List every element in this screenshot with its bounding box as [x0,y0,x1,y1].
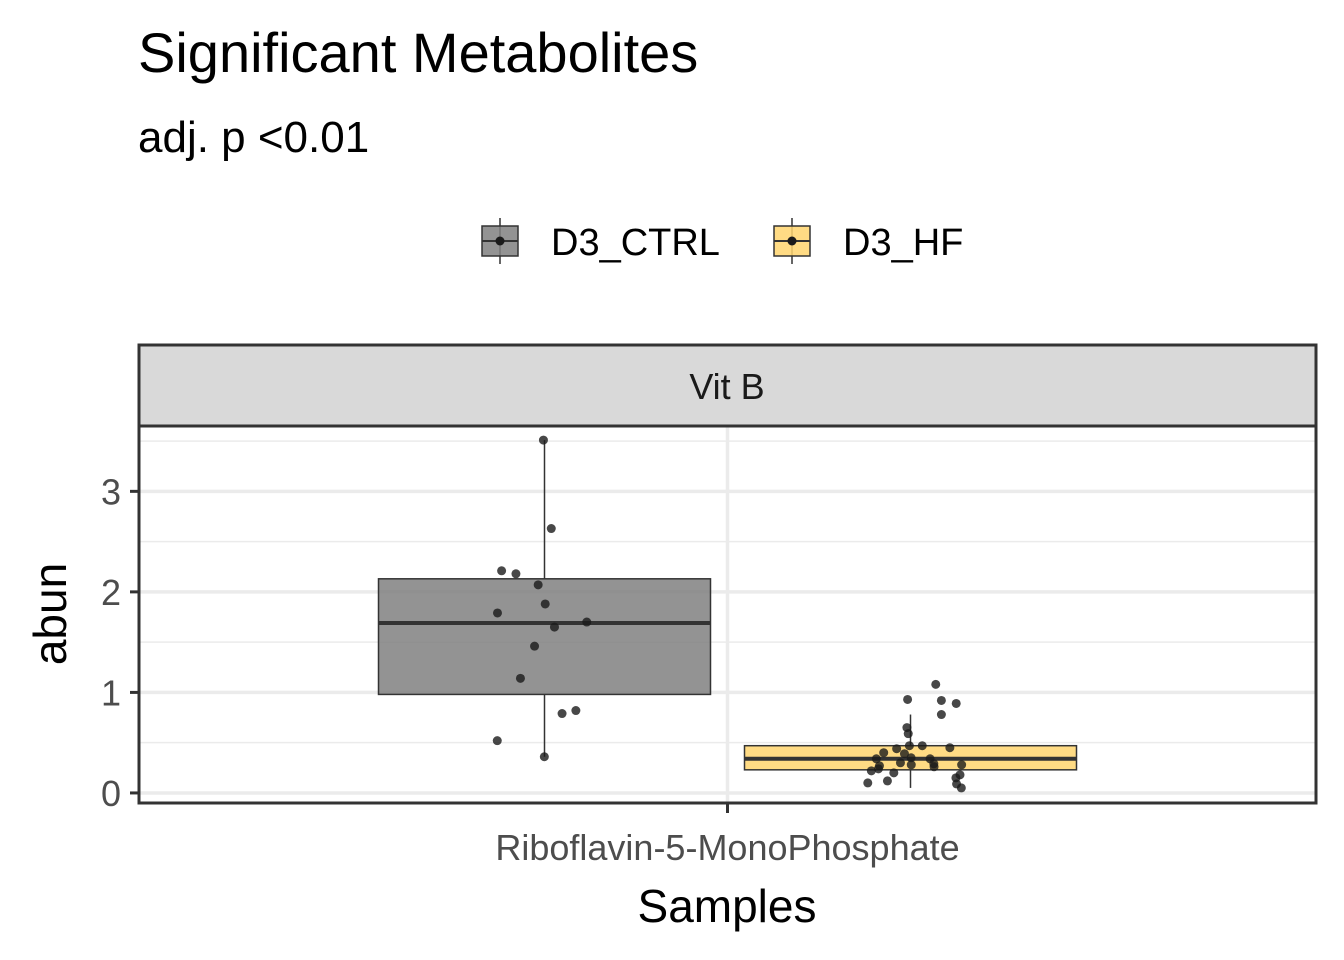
y-tick-label: 2 [101,572,121,613]
data-point [515,673,525,683]
y-tick-label: 1 [101,672,121,713]
data-point [903,729,913,739]
data-point [863,778,873,788]
boxplot-D3_CTRL [377,435,712,762]
chart-subtitle: adj. p <0.01 [138,113,369,162]
data-point [882,776,892,786]
data-point [539,752,549,762]
data-point [866,766,876,776]
data-point [533,580,543,590]
y-axis: 0 1 2 3 [101,471,139,814]
legend-label: D3_CTRL [551,222,720,264]
data-point [906,753,916,763]
data-point [936,710,946,720]
legend-key-point [787,236,797,246]
legend-item-D3_CTRL: D3_CTRL [481,218,720,264]
data-point [904,741,914,751]
facet-label: Vit B [689,366,764,407]
y-tick-label: 3 [101,471,121,512]
data-point [582,617,592,627]
x-tick-label: Riboflavin-5-MonoPhosphate [495,827,959,868]
facet-strip [137,343,1318,428]
data-point [931,679,941,689]
legend: D3_CTRL D3_HF [481,218,963,264]
data-point [945,743,955,753]
x-axis: Riboflavin-5-MonoPhosphate [495,803,960,868]
data-point [895,758,905,768]
data-point [538,435,548,445]
data-point [511,569,521,579]
data-point [889,768,899,778]
data-point [957,760,967,770]
legend-label: D3_HF [843,222,963,264]
data-point [492,608,502,618]
legend-item-D3_HF: D3_HF [773,218,963,264]
data-point [906,760,916,770]
legend-key-point [495,236,505,246]
boxplots [377,435,1078,793]
gridlines [139,426,1316,803]
data-point [956,783,966,793]
data-point [571,706,581,716]
data-point [873,764,883,774]
data-point [903,694,913,704]
data-point [917,741,927,751]
data-point [879,748,889,758]
data-point [492,736,502,746]
data-point [530,641,540,651]
data-point [871,754,881,764]
boxplot-D3_HF [743,679,1078,793]
data-point [557,709,567,719]
data-point [892,744,902,754]
data-point [899,749,909,759]
data-point [951,698,961,708]
data-point [540,599,550,609]
data-point [546,524,556,534]
data-point [549,622,559,632]
data-point [929,762,939,772]
chart-title: Significant Metabolites [138,21,698,84]
data-point [497,566,507,576]
data-point [936,695,946,705]
y-tick-label: 0 [101,773,121,814]
x-axis-title: Samples [638,880,817,932]
y-axis-title: abun [24,563,76,665]
box [377,578,712,696]
